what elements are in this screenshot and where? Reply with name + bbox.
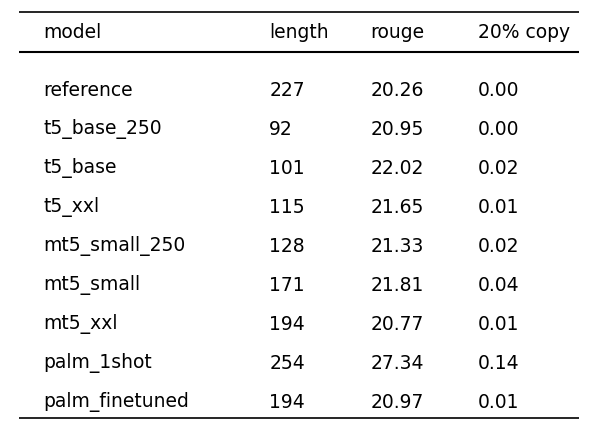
Text: reference: reference — [43, 81, 133, 99]
Text: 194: 194 — [269, 314, 305, 334]
Text: 0.01: 0.01 — [478, 198, 519, 217]
Text: t5_base_250: t5_base_250 — [43, 119, 161, 139]
Text: 20.26: 20.26 — [370, 81, 424, 99]
Text: 21.33: 21.33 — [370, 236, 424, 256]
Text: 21.81: 21.81 — [370, 276, 424, 294]
Text: 0.14: 0.14 — [478, 354, 519, 372]
Text: rouge: rouge — [370, 23, 425, 42]
Text: mt5_xxl: mt5_xxl — [43, 314, 118, 334]
Text: 128: 128 — [269, 236, 305, 256]
Text: 227: 227 — [269, 81, 305, 99]
Text: 171: 171 — [269, 276, 305, 294]
Text: palm_1shot: palm_1shot — [43, 353, 152, 373]
Text: 92: 92 — [269, 120, 293, 139]
Text: model: model — [43, 23, 101, 42]
Text: 0.00: 0.00 — [478, 81, 519, 99]
Text: t5_xxl: t5_xxl — [43, 197, 99, 217]
Text: 21.65: 21.65 — [370, 198, 424, 217]
Text: 194: 194 — [269, 392, 305, 412]
Text: 0.01: 0.01 — [478, 314, 519, 334]
Text: 0.00: 0.00 — [478, 120, 519, 139]
Text: t5_base: t5_base — [43, 158, 117, 178]
Text: 254: 254 — [269, 354, 305, 372]
Text: 20% copy: 20% copy — [478, 23, 570, 42]
Text: 0.01: 0.01 — [478, 392, 519, 412]
Text: mt5_small_250: mt5_small_250 — [43, 236, 185, 256]
Text: 20.77: 20.77 — [370, 314, 424, 334]
Text: 115: 115 — [269, 198, 305, 217]
Text: palm_finetuned: palm_finetuned — [43, 392, 189, 412]
Text: length: length — [269, 23, 329, 42]
Text: 27.34: 27.34 — [370, 354, 424, 372]
Text: 20.97: 20.97 — [370, 392, 424, 412]
Text: 22.02: 22.02 — [370, 158, 424, 178]
Text: 0.02: 0.02 — [478, 158, 519, 178]
Text: mt5_small: mt5_small — [43, 275, 140, 295]
Text: 101: 101 — [269, 158, 305, 178]
Text: 0.02: 0.02 — [478, 236, 519, 256]
Text: 0.04: 0.04 — [478, 276, 519, 294]
Text: 20.95: 20.95 — [370, 120, 424, 139]
